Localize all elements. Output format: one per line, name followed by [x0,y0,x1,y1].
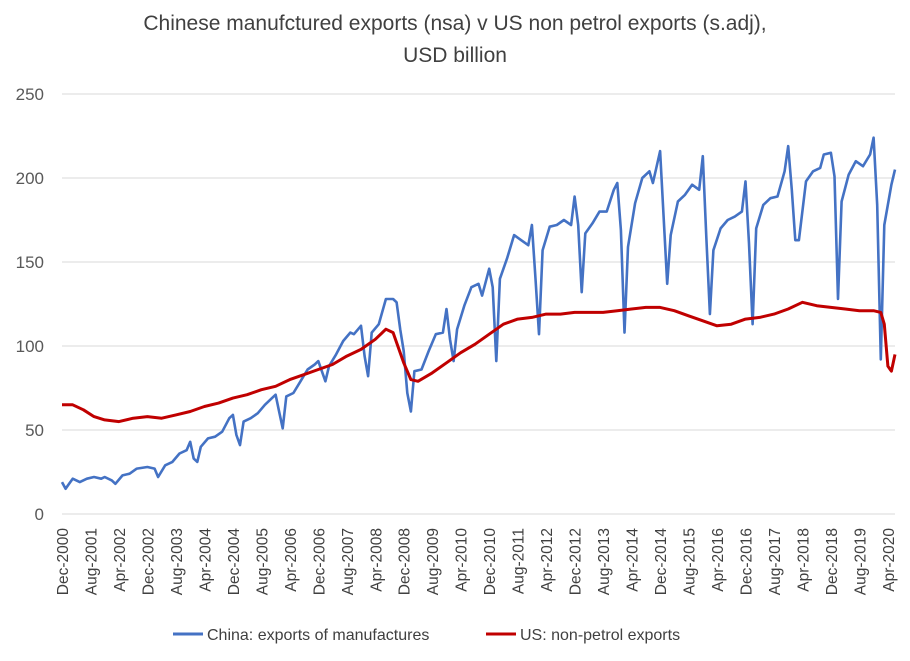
x-tick-label: Aug-2011 [511,528,528,594]
x-tick-label: Apr-2016 [710,528,727,592]
x-tick-label: Aug-2019 [852,528,869,595]
x-tick-label: Apr-2020 [881,528,898,592]
x-tick-label: Aug-2009 [425,528,442,595]
x-tick-label: Apr-2018 [795,528,812,592]
chart-title-line-1: Chinese manufctured exports (nsa) v US n… [143,12,767,35]
x-tick-label: Aug-2005 [254,528,271,595]
x-tick-label: Aug-2013 [596,528,613,595]
y-tick-label: 100 [16,337,44,356]
x-tick-label: Dec-2006 [311,528,328,595]
x-tick-label: Dec-2012 [568,528,585,595]
x-tick-label: Apr-2014 [625,528,642,592]
y-tick-label: 50 [25,421,44,440]
legend-label: China: exports of manufactures [207,627,429,644]
x-tick-label: Apr-2008 [368,528,385,592]
x-tick-label: Dec-2004 [226,528,243,596]
y-tick-label: 250 [16,85,44,104]
x-tick-label: Dec-2016 [738,528,755,595]
x-tick-label: Dec-2002 [140,528,157,595]
x-tick-label: Apr-2006 [283,528,300,592]
y-tick-label: 150 [16,253,44,272]
x-tick-label: Aug-2003 [169,528,186,595]
x-tick-label: Apr-2012 [539,528,556,592]
x-tick-label: Aug-2015 [682,528,699,595]
x-tick-label: Aug-2017 [767,528,784,595]
x-tick-label: Dec-2014 [653,528,670,596]
x-tick-label: Aug-2001 [83,528,100,595]
chart-title-line-2: USD billion [403,44,507,67]
x-tick-label: Aug-2007 [340,528,357,595]
x-tick-label: Apr-2010 [454,528,471,592]
y-tick-label: 0 [35,505,44,524]
series-line-us [62,300,897,424]
x-tick-label: Apr-2004 [197,528,214,592]
legend-label: US: non-petrol exports [520,627,680,644]
y-tick-label: 200 [16,169,44,188]
series-line-china [60,136,897,491]
x-tick-label: Dec-2010 [482,528,499,596]
x-tick-label: Dec-2008 [397,528,414,595]
x-tick-label: Apr-2002 [112,528,129,592]
x-tick-label: Dec-2018 [824,528,841,595]
x-tick-label: Dec-2000 [55,528,72,596]
